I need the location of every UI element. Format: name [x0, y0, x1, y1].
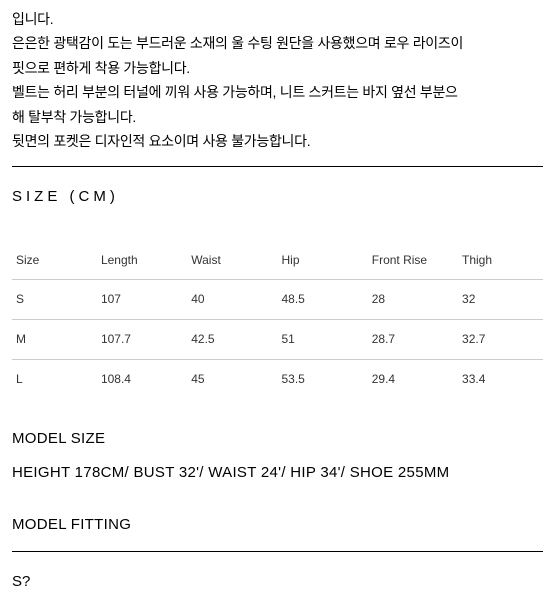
table-header-row: Size Length Waist Hip Front Rise Thigh — [12, 243, 543, 279]
col-size: Size — [12, 243, 97, 279]
size-heading: SIZE (CM) — [12, 185, 543, 209]
cell: 28 — [368, 279, 458, 319]
spacer — [12, 495, 543, 503]
cell: 45 — [187, 359, 277, 399]
cell: 32.7 — [458, 319, 543, 359]
cell: M — [12, 319, 97, 359]
cell: 32 — [458, 279, 543, 319]
cell: 42.5 — [187, 319, 277, 359]
cell: 33.4 — [458, 359, 543, 399]
desc-line: 벨트는 허리 부분의 터널에 끼워 사용 가능하며, 니트 스커트는 바지 옆선… — [12, 81, 543, 103]
desc-line: 해 탈부착 가능합니다. — [12, 106, 543, 128]
bottom-text: S? — [12, 570, 543, 594]
model-size-label: MODEL SIZE — [12, 427, 543, 451]
cell: 108.4 — [97, 359, 187, 399]
cell: 51 — [277, 319, 367, 359]
size-table: Size Length Waist Hip Front Rise Thigh S… — [12, 243, 543, 399]
cell: 107 — [97, 279, 187, 319]
desc-line: 입니다. — [12, 8, 543, 30]
section-divider — [12, 551, 543, 552]
model-fitting-label: MODEL FITTING — [12, 513, 543, 537]
cell: 29.4 — [368, 359, 458, 399]
cell: L — [12, 359, 97, 399]
table-row: M 107.7 42.5 51 28.7 32.7 — [12, 319, 543, 359]
cell: S — [12, 279, 97, 319]
table-row: S 107 40 48.5 28 32 — [12, 279, 543, 319]
col-waist: Waist — [187, 243, 277, 279]
product-description: 입니다. 은은한 광택감이 도는 부드러운 소재의 울 수팅 원단을 사용했으며… — [12, 8, 543, 152]
section-divider — [12, 166, 543, 167]
cell: 53.5 — [277, 359, 367, 399]
col-length: Length — [97, 243, 187, 279]
cell: 48.5 — [277, 279, 367, 319]
desc-line: 뒷면의 포켓은 디자인적 요소이며 사용 불가능합니다. — [12, 130, 543, 152]
desc-line: 은은한 광택감이 도는 부드러운 소재의 울 수팅 원단을 사용했으며 로우 라… — [12, 32, 543, 54]
cell: 107.7 — [97, 319, 187, 359]
col-frontrise: Front Rise — [368, 243, 458, 279]
model-size-value: HEIGHT 178CM/ BUST 32'/ WAIST 24'/ HIP 3… — [12, 461, 543, 485]
col-hip: Hip — [277, 243, 367, 279]
table-row: L 108.4 45 53.5 29.4 33.4 — [12, 359, 543, 399]
cell: 28.7 — [368, 319, 458, 359]
model-section: MODEL SIZE HEIGHT 178CM/ BUST 32'/ WAIST… — [12, 427, 543, 537]
col-thigh: Thigh — [458, 243, 543, 279]
cell: 40 — [187, 279, 277, 319]
desc-line: 핏으로 편하게 착용 가능합니다. — [12, 57, 543, 79]
